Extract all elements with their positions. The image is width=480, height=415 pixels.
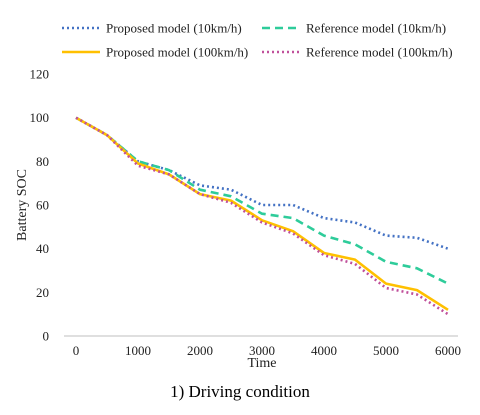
legend-label: Reference model (10km/h) — [306, 21, 446, 36]
x-tick-label: 1000 — [125, 343, 151, 358]
y-axis-title: Battery SOC — [15, 169, 30, 241]
x-tick-label: 6000 — [435, 343, 461, 358]
legend-label: Proposed model (10km/h) — [106, 21, 242, 36]
legend-item-proposed-model-100km-h: Proposed model (100km/h) — [62, 45, 248, 60]
plot-series — [75, 116, 449, 316]
x-tick-label: 0 — [73, 343, 80, 358]
legend-item-reference-model-10km-h: Reference model (10km/h) — [262, 21, 446, 36]
series-line-reference-model-100km-h — [75, 116, 449, 316]
y-tick-label: 100 — [30, 110, 50, 125]
legend-label: Proposed model (100km/h) — [106, 45, 248, 60]
x-tick-labels: 0 1000 2000 3000 4000 5000 6000 — [73, 343, 461, 358]
y-tick-label: 40 — [36, 241, 49, 256]
y-tick-label: 60 — [36, 198, 49, 213]
x-axis-title: Time — [247, 356, 276, 371]
legend-item-proposed-model-10km-h: Proposed model (10km/h) — [62, 21, 242, 36]
series-line-reference-model-10km-h — [75, 116, 449, 285]
y-tick-label: 0 — [43, 329, 50, 344]
x-tick-label: 3000 — [249, 343, 275, 358]
x-tick-label: 5000 — [373, 343, 399, 358]
x-tick-label: 2000 — [187, 343, 213, 358]
figure-caption: 1) Driving condition — [170, 382, 310, 401]
y-tick-label: 80 — [36, 154, 49, 169]
y-tick-labels: 0 20 40 60 80 100 120 — [30, 67, 50, 344]
legend-item-reference-model-100km-h: Reference model (100km/h) — [262, 45, 453, 60]
y-tick-label: 120 — [30, 67, 50, 82]
chart-legend: Proposed model (10km/h) Reference model (… — [62, 21, 453, 60]
series-line-proposed-model-100km-h — [75, 116, 449, 311]
series-line-proposed-model-10km-h — [75, 116, 449, 250]
chart-axes: Time Battery SOC — [15, 169, 458, 371]
legend-label: Reference model (100km/h) — [306, 45, 453, 60]
x-tick-label: 4000 — [311, 343, 337, 358]
y-tick-label: 20 — [36, 285, 49, 300]
